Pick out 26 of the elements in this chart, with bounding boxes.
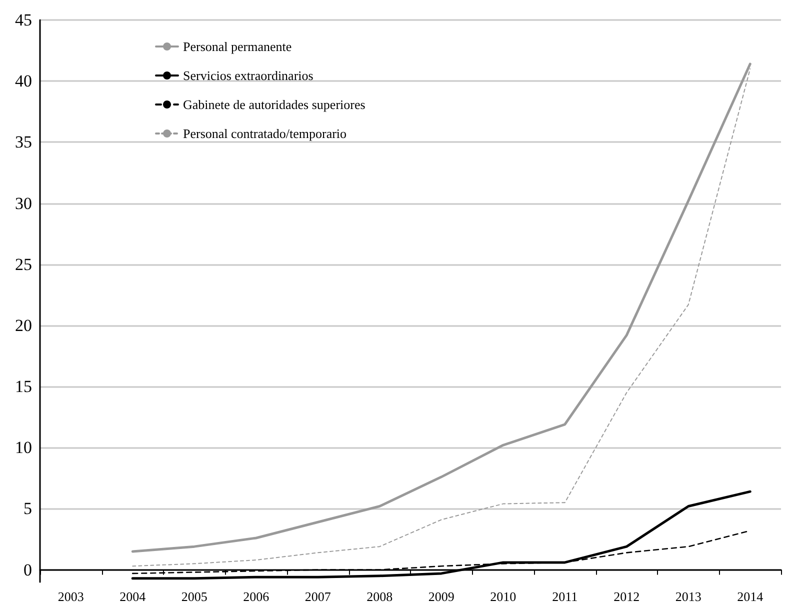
y-tick-label: 10 bbox=[15, 438, 32, 458]
y-tick-label: 45 bbox=[15, 10, 32, 30]
x-tick-label: 2013 bbox=[675, 589, 702, 604]
y-tick-label: 30 bbox=[15, 194, 32, 213]
legend-label: Personal contratado/temporario bbox=[183, 126, 347, 141]
legend-label: Gabinete de autoridades superiores bbox=[183, 97, 366, 112]
x-tick-label: 2007 bbox=[304, 589, 332, 604]
y-tick-label: 5 bbox=[24, 499, 32, 518]
x-tick-label: 2011 bbox=[552, 589, 578, 604]
y-tick-label: 0 bbox=[24, 560, 32, 580]
x-tick-label: 2006 bbox=[243, 589, 270, 604]
x-tick-label: 2005 bbox=[181, 589, 208, 604]
y-tick-label: 15 bbox=[15, 377, 32, 396]
y-tick-label: 40 bbox=[15, 72, 32, 91]
x-tick-label: 2004 bbox=[120, 589, 146, 604]
x-tick-label: 2010 bbox=[490, 589, 516, 604]
y-tick-label: 20 bbox=[15, 316, 32, 335]
x-tick-label: 2003 bbox=[58, 589, 84, 604]
x-tick-label: 2012 bbox=[614, 589, 640, 604]
x-tick-label: 2009 bbox=[428, 589, 454, 604]
legend-label: Servicios extraordinarios bbox=[183, 68, 314, 83]
legend-label: Personal permanente bbox=[183, 39, 292, 54]
y-tick-label: 25 bbox=[15, 254, 32, 274]
x-tick-label: 2014 bbox=[737, 589, 764, 604]
x-tick-label: 2008 bbox=[366, 589, 393, 604]
y-tick-label: 35 bbox=[15, 132, 32, 152]
